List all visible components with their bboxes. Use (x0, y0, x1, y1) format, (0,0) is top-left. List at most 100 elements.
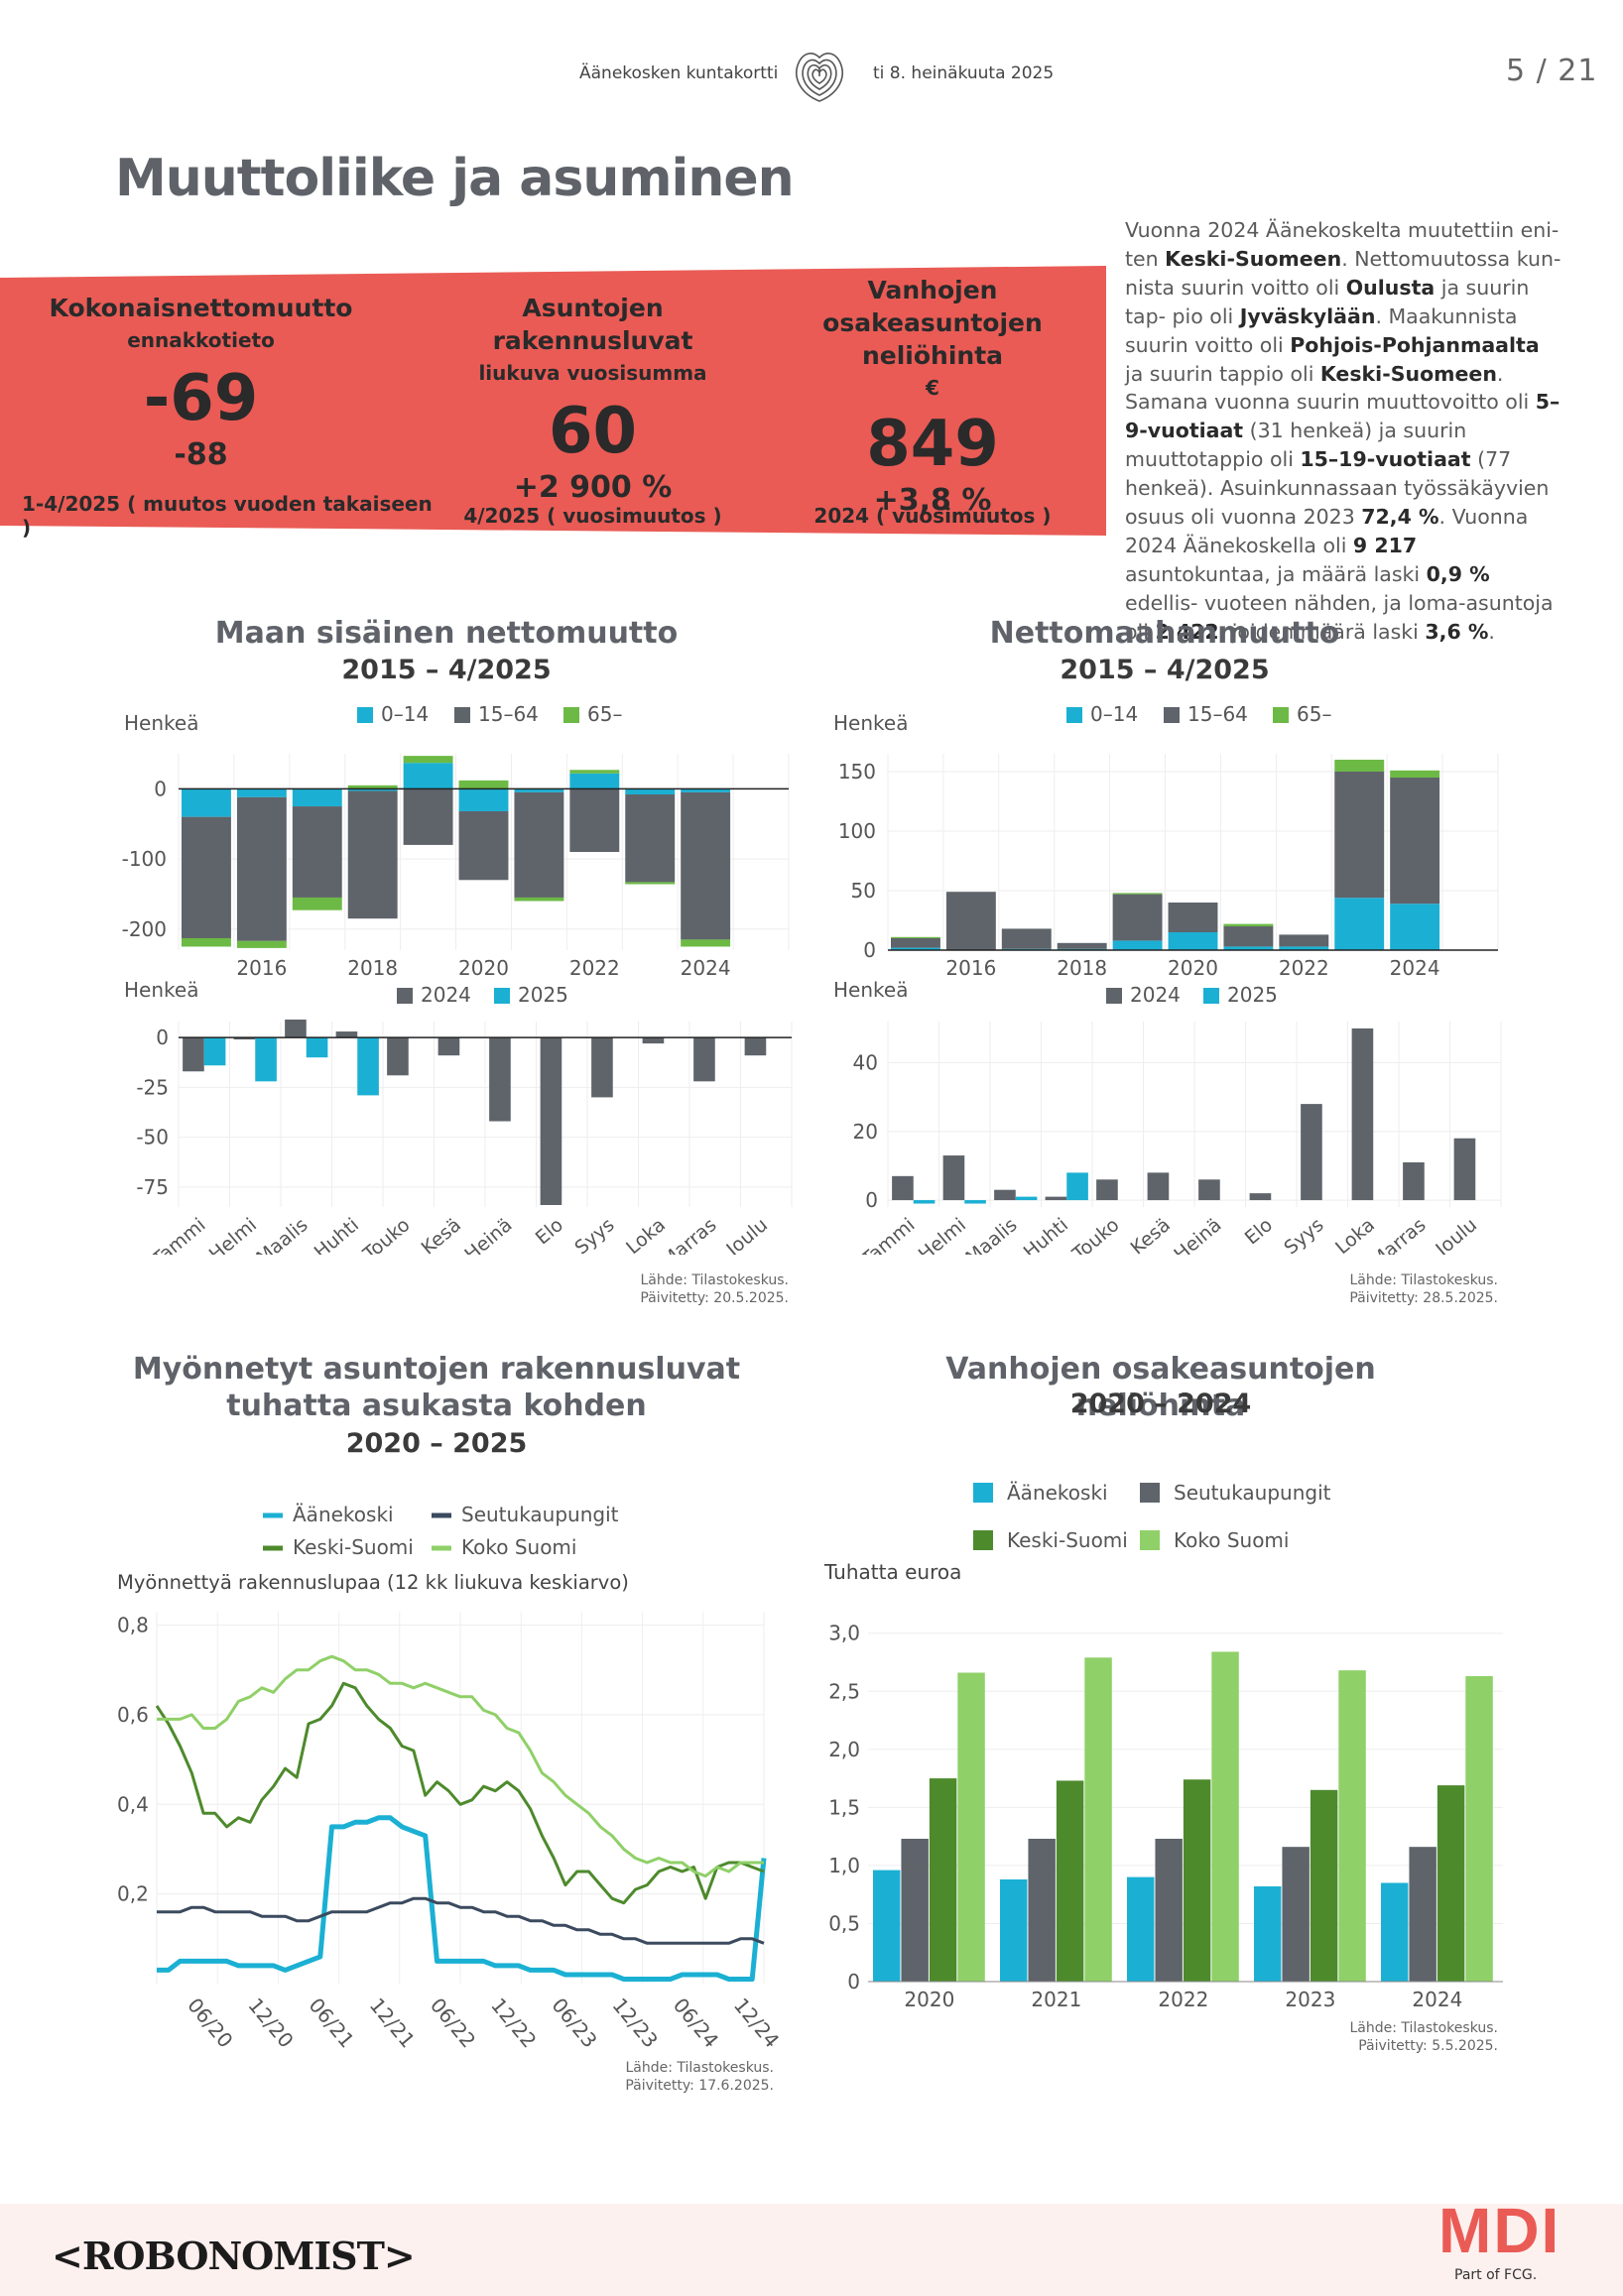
paragraph-emphasis: Jyväskylään (1239, 303, 1376, 328)
updated-text: Päivitetty: 5.5.2025. (1358, 2038, 1498, 2054)
bar (255, 1037, 277, 1082)
legend-swatch (1140, 1483, 1160, 1503)
x-tick-label: 2020 (458, 956, 509, 980)
legend-label: Äänekoski (293, 1503, 394, 1526)
x-tick-label: 2024 (1412, 1988, 1462, 2011)
legend-swatch (454, 707, 470, 723)
bar-segment (681, 791, 731, 940)
bar-segment (347, 785, 398, 789)
chart-title: Nettomaahanmuutto (989, 616, 1340, 651)
bar (1254, 1885, 1282, 1982)
bar (942, 1155, 965, 1201)
y-axis-label: Henkeä (124, 711, 198, 735)
bar (1084, 1657, 1112, 1982)
bar (306, 1037, 328, 1058)
kpi-title: Kokonaisnettomuutto (49, 294, 353, 322)
chart-subtitle: 2015 – 4/2025 (1060, 655, 1270, 685)
y-tick-label: 20 (853, 1120, 878, 1144)
paragraph-text: Vuonna 2024 Äänekoskelta muutettiin eni-… (1125, 218, 1560, 271)
legend-swatch (1106, 988, 1122, 1004)
y-tick-label: 0,8 (117, 1614, 149, 1637)
paragraph-emphasis: Pohjois-Pohjanmaalta (1290, 332, 1540, 357)
x-tick-label: 2024 (681, 956, 731, 980)
chart-title: Myönnetyt asuntojen rakennusluvat tuhatt… (132, 1352, 741, 1423)
x-tick-label: 12/21 (365, 1994, 420, 2053)
bar-segment (182, 937, 231, 947)
bar-segment (569, 773, 620, 789)
paragraph-text: asuntokuntaa, ja määrä laski (1125, 561, 1427, 586)
kpi-period: 4/2025 ( vuosimuutos ) (463, 504, 722, 528)
bar-segment (1334, 898, 1385, 950)
building-permits-chart: Äänekoski Seutukaupungit Keski-Suomi Koko S… (117, 1503, 784, 2053)
y-tick-label: 0,4 (117, 1792, 149, 1816)
bar (929, 1778, 957, 1982)
x-tick-label: 2024 (1390, 956, 1440, 980)
kpi-change: +2 900 % (513, 470, 673, 505)
legend-swatch (973, 1483, 993, 1503)
paragraph-emphasis: Oulusta (1345, 275, 1436, 300)
apartment-price-chart: Äänekoski Seutukaupungit Keski-Suomi Koko S… (823, 1481, 1503, 2011)
x-tick-label: 12/22 (486, 1994, 541, 2053)
x-tick-label: Marras (1367, 1214, 1431, 1255)
legend-label: 2024 (1130, 983, 1181, 1007)
bar (1045, 1196, 1067, 1201)
paragraph-text: . (1488, 619, 1495, 644)
bar (489, 1037, 511, 1122)
x-tick-label: 06/20 (183, 1994, 237, 2053)
bar-segment (1334, 772, 1385, 899)
x-tick-label: 12/24 (729, 1994, 784, 2053)
bar (540, 1037, 562, 1205)
x-tick-label: 2018 (1057, 956, 1107, 980)
bar (892, 1175, 914, 1201)
legend-label: 0–14 (1090, 702, 1138, 726)
y-tick-label: 1,5 (828, 1795, 860, 1819)
bar (1147, 1172, 1170, 1201)
y-tick-label: -100 (122, 847, 167, 871)
mdi-logo-sub: Part of FCG. (1454, 2267, 1538, 2283)
paragraph-emphasis: Keski-Suomeen (1165, 246, 1342, 271)
y-tick-label: 0 (156, 1026, 169, 1049)
paragraph-text: . Samana vuonna suurin muuttovoitto oli (1125, 361, 1536, 415)
x-tick-label: Huhti (311, 1214, 363, 1255)
x-tick-label: 2023 (1285, 1988, 1335, 2011)
x-tick-label: Elo (532, 1214, 567, 1249)
x-tick-label: 2016 (945, 956, 996, 980)
bar-segment (1001, 928, 1052, 949)
x-tick-label: Maalis (961, 1214, 1021, 1255)
bar-segment (1223, 946, 1274, 950)
bar (693, 1037, 715, 1082)
footer-bar (0, 2204, 1623, 2296)
legend-label: Seutukaupungit (461, 1503, 619, 1526)
kpi-title: Asuntojen rakennusluvat (492, 294, 693, 355)
kpi-apartment-price: Vanhojen osakeasuntojen neliöhinta € 849… (759, 274, 1106, 518)
bar-segment (1279, 934, 1329, 947)
x-tick-label: Huhti (1020, 1214, 1072, 1255)
kpi-period: 1-4/2025 ( muutos vuoden takaiseen ) (22, 492, 433, 540)
bar (1211, 1651, 1239, 1982)
x-tick-label: 2020 (904, 1988, 954, 2011)
source-note: Lähde: Tilastokeskus. Päivitetty: 17.6.20… (541, 2059, 774, 2095)
fingerprint-icon (790, 44, 849, 105)
y-axis-label: Tuhatta euroa (823, 1560, 961, 1584)
bar (203, 1037, 226, 1066)
kpi-subtitle: € (926, 376, 939, 400)
mdi-logo: MDI (1438, 2195, 1561, 2266)
paragraph-text: , joiden määrä laski (1218, 619, 1426, 644)
kpi-subtitle: liukuva vuosisumma (478, 361, 707, 385)
legend-label: Keski-Suomi (1007, 1528, 1128, 1552)
bar-segment (945, 892, 996, 950)
bar (1249, 1193, 1272, 1201)
x-tick-label: 2016 (236, 956, 287, 980)
kpi-title: Vanhojen osakeasuntojen neliöhinta (822, 276, 1043, 370)
legend-label: Äänekoski (1007, 1481, 1108, 1505)
paragraph-emphasis: 3,6 % (1425, 619, 1489, 644)
y-tick-label: 100 (838, 819, 876, 843)
x-tick-label: Joulu (721, 1214, 772, 1255)
paragraph-text: ja suurin tap- pio oli (1125, 275, 1530, 328)
bar-segment (1223, 923, 1274, 926)
bar (1310, 1789, 1338, 1982)
legend-label: 0–14 (381, 702, 429, 726)
legend-label: 65– (1297, 702, 1331, 726)
kpi-change: -88 (174, 437, 228, 472)
x-tick-label: 12/23 (608, 1994, 663, 2053)
